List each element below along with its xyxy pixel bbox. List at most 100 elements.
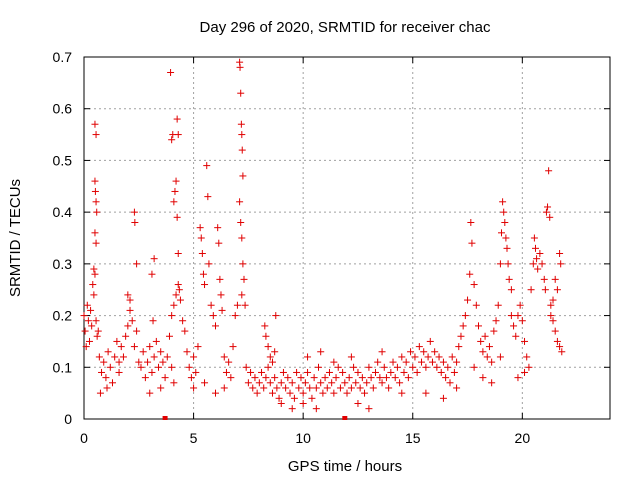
data-point <box>157 348 165 356</box>
axis-marker <box>342 416 348 420</box>
data-point <box>237 120 245 128</box>
data-point <box>483 353 491 361</box>
data-point <box>347 353 355 361</box>
y-tick-label: 0.2 <box>53 308 73 324</box>
data-point <box>229 343 237 351</box>
data-point <box>148 368 156 376</box>
axis-marker <box>162 416 168 420</box>
data-point <box>277 399 285 407</box>
data-point <box>91 177 99 185</box>
data-point <box>128 317 136 325</box>
data-point <box>150 353 158 361</box>
data-point <box>90 265 98 273</box>
data-point <box>345 374 353 382</box>
data-point <box>174 281 182 289</box>
data-point <box>199 270 207 278</box>
x-tick-labels: 0 5 10 15 20 <box>80 430 530 446</box>
data-point <box>304 353 312 361</box>
data-point <box>141 374 149 382</box>
data-point <box>547 312 555 320</box>
data-point <box>212 389 219 397</box>
data-point <box>92 131 100 139</box>
data-point <box>330 389 338 397</box>
data-point <box>369 384 377 392</box>
data-point <box>91 187 99 195</box>
data-point <box>433 363 441 371</box>
data-point <box>453 384 461 392</box>
data-point <box>290 394 298 402</box>
data-point <box>268 389 276 397</box>
data-point <box>91 229 99 237</box>
data-point <box>247 368 255 376</box>
data-point <box>239 172 247 180</box>
data-point <box>553 286 561 294</box>
data-point <box>249 384 257 392</box>
data-point <box>472 301 480 309</box>
data-point <box>398 389 406 397</box>
data-point <box>93 208 101 216</box>
data-point <box>295 384 303 392</box>
data-point <box>187 374 195 382</box>
data-point <box>422 389 430 397</box>
data-point <box>215 239 223 247</box>
data-point <box>233 301 241 309</box>
data-point <box>310 374 318 382</box>
data-point <box>106 363 114 371</box>
data-point <box>264 343 272 351</box>
data-point <box>365 363 373 371</box>
data-point <box>297 374 305 382</box>
data-point <box>83 301 91 309</box>
data-point <box>393 363 401 371</box>
data-point <box>448 353 456 361</box>
data-point <box>477 337 485 345</box>
data-point <box>442 374 450 382</box>
data-point <box>481 332 489 340</box>
data-point <box>168 136 176 144</box>
data-point <box>330 358 338 366</box>
data-point <box>124 322 132 330</box>
data-point <box>175 286 183 294</box>
data-point <box>551 327 559 335</box>
data-point <box>527 286 535 294</box>
data-point <box>334 363 342 371</box>
data-point <box>94 327 102 335</box>
data-point <box>251 374 259 382</box>
data-point <box>315 363 323 371</box>
data-point <box>279 368 287 376</box>
data-point <box>93 332 101 340</box>
data-point <box>84 317 92 325</box>
data-point <box>172 291 180 299</box>
y-tick-labels: 0 0.1 0.2 0.3 0.4 0.5 0.6 0.7 <box>53 49 73 427</box>
x-axis-label: GPS time / hours <box>288 458 402 475</box>
data-point <box>547 301 555 309</box>
data-point <box>494 301 502 309</box>
y-tick-label: 0.1 <box>53 359 73 375</box>
data-point <box>131 218 139 226</box>
data-point <box>468 239 476 247</box>
data-point <box>503 244 511 252</box>
y-axis-label: SRMTID / TECUs <box>7 179 24 297</box>
data-point <box>317 348 325 356</box>
data-point <box>271 374 279 382</box>
data-point <box>504 260 512 268</box>
data-point <box>146 343 154 351</box>
data-point <box>437 368 445 376</box>
data-point <box>155 363 163 371</box>
data-point <box>523 353 531 361</box>
data-point <box>541 286 549 294</box>
data-point <box>192 368 200 376</box>
data-point <box>174 250 182 258</box>
x-tick-label: 10 <box>295 430 311 446</box>
x-tick-label: 15 <box>405 430 421 446</box>
data-point <box>361 389 369 397</box>
data-point <box>197 234 205 242</box>
data-point <box>323 384 331 392</box>
data-point <box>90 291 98 299</box>
data-point <box>404 374 412 382</box>
data-point <box>185 363 193 371</box>
data-point <box>82 343 90 351</box>
data-point <box>238 291 246 299</box>
data-point <box>332 374 340 382</box>
data-point <box>152 337 160 345</box>
